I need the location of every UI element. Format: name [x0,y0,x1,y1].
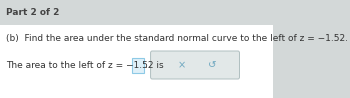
FancyBboxPatch shape [150,51,239,79]
Text: (b)  Find the area under the standard normal curve to the left of z = −1.52.: (b) Find the area under the standard nor… [6,34,348,43]
Text: ×: × [178,60,186,70]
Text: The area to the left of z = −1.52 is: The area to the left of z = −1.52 is [6,60,164,69]
Bar [0,0,273,25]
FancyBboxPatch shape [132,58,144,73]
Bar [0,25,273,98]
Text: ↺: ↺ [208,60,217,70]
Text: Part 2 of 2: Part 2 of 2 [6,8,60,17]
Text: .: . [145,60,148,69]
